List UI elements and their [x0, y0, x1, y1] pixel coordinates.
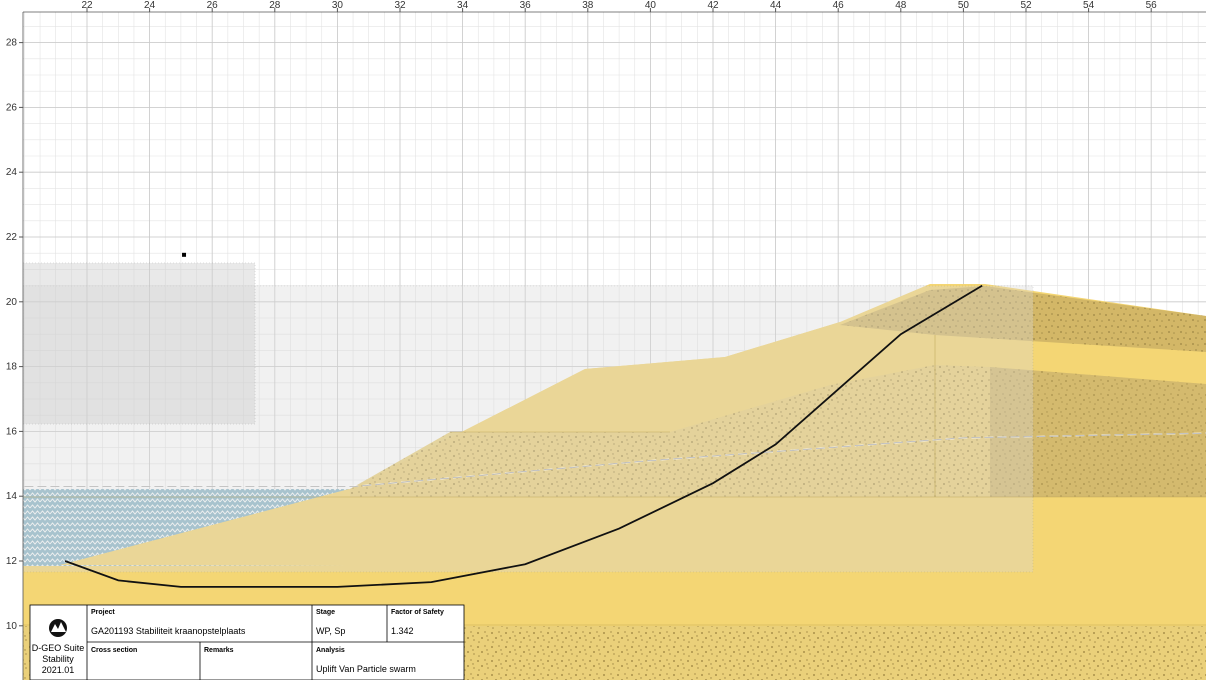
y-tick-label: 20 — [6, 297, 18, 308]
y-tick-label: 24 — [6, 167, 18, 178]
y-tick-label: 14 — [6, 491, 18, 502]
y-axis: 10 12 14 16 18 20 22 24 26 28 — [6, 38, 23, 632]
factor-of-safety-label: Factor of Safety — [391, 609, 444, 616]
y-tick-label: 26 — [6, 102, 18, 113]
dark-overlay-right — [935, 365, 1206, 497]
x-tick-label: 30 — [332, 0, 344, 11]
water-wedge — [60, 489, 349, 566]
brand-product: Stability — [42, 654, 74, 664]
x-tick-label: 34 — [457, 0, 469, 11]
x-tick-label: 52 — [1020, 0, 1032, 11]
x-tick-label: 50 — [958, 0, 970, 11]
cross-section-label: Cross section — [91, 647, 137, 654]
x-tick-label: 36 — [520, 0, 532, 11]
x-tick-label: 24 — [144, 0, 156, 11]
search-grid-overlay[interactable] — [23, 262, 256, 425]
remarks-label: Remarks — [204, 647, 234, 654]
project-value: GA201193 Stabiliteit kraanopstelplaats — [91, 626, 246, 636]
dark-sand-crest-layer[interactable] — [840, 286, 1206, 352]
x-tick-label: 44 — [770, 0, 782, 11]
x-tick-label: 22 — [81, 0, 93, 11]
d-geo-logo-icon — [49, 619, 67, 637]
soil-layers[interactable] — [23, 284, 1206, 680]
slip-surface[interactable] — [64, 284, 983, 588]
y-tick-label: 28 — [6, 38, 18, 49]
factor-of-safety-value: 1.342 — [391, 626, 414, 636]
title-block[interactable]: D-GEO Suite Stability 2021.01 Project GA… — [29, 604, 465, 680]
x-tick-label: 48 — [895, 0, 907, 11]
x-tick-label: 26 — [207, 0, 219, 11]
dotted-clay-layer[interactable] — [350, 365, 1206, 497]
x-tick-label: 54 — [1083, 0, 1095, 11]
x-tick-label: 56 — [1146, 0, 1158, 11]
analysis-value: Uplift Van Particle swarm — [316, 664, 416, 674]
project-label: Project — [91, 609, 115, 616]
stage-label: Stage — [316, 609, 335, 616]
analysis-label: Analysis — [316, 647, 345, 654]
x-tick-label: 28 — [269, 0, 281, 11]
phreatic-line-shadow — [24, 432, 1206, 487]
y-tick-label: 16 — [6, 426, 18, 437]
x-tick-label: 38 — [582, 0, 594, 11]
slip-circle-center-marker[interactable] — [182, 252, 187, 257]
analysis-zone-overlay[interactable] — [23, 285, 1034, 573]
y-tick-label: 22 — [6, 232, 18, 243]
brand-version: 2021.01 — [42, 665, 75, 675]
x-tick-label: 46 — [833, 0, 845, 11]
y-tick-label: 10 — [6, 621, 18, 632]
x-tick-label: 42 — [707, 0, 719, 11]
stage-value: WP, Sp — [316, 626, 345, 636]
x-axis: 22242628303234363840424446485052545658 — [81, 0, 1158, 12]
y-tick-label: 18 — [6, 362, 18, 373]
y-tick-label: 12 — [6, 556, 18, 567]
brand-name: D-GEO Suite — [32, 643, 85, 653]
x-tick-label: 32 — [394, 0, 406, 11]
x-tick-label: 40 — [645, 0, 657, 11]
